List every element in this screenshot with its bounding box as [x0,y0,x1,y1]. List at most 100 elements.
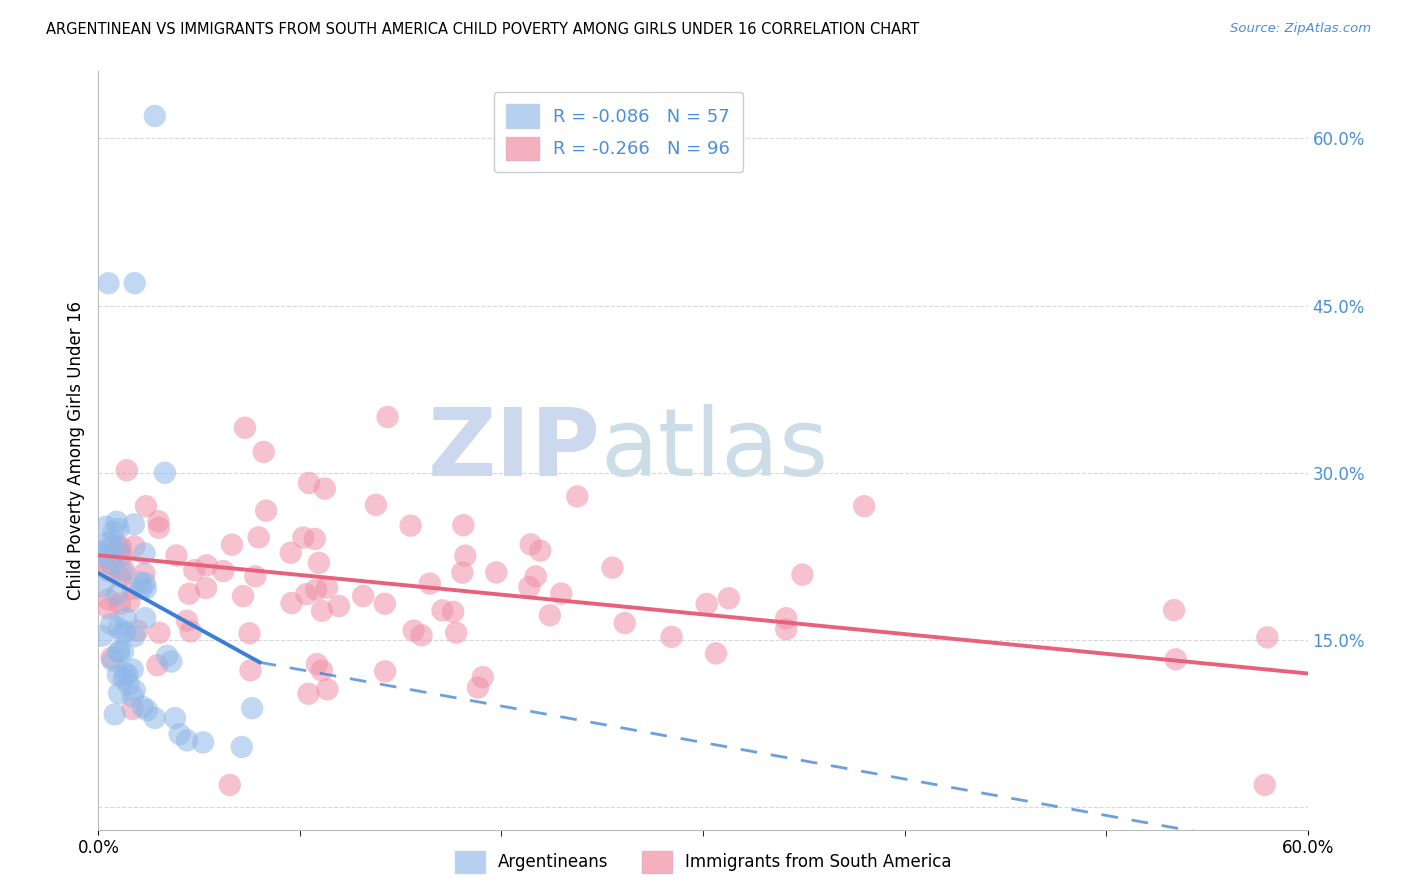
Point [148,625,170,640]
Point [775,622,797,636]
Point [377,410,399,425]
Point [232,589,254,603]
Point [704,646,727,660]
Point [295,587,318,601]
Point [97,535,120,549]
Point [105,515,128,529]
Point [136,703,159,717]
Point [121,690,143,704]
Point [316,682,339,697]
Point [176,733,198,747]
Point [135,500,157,514]
Point [100,617,122,632]
Point [550,586,572,600]
Point [107,522,129,536]
Point [602,560,624,574]
Point [90,629,112,643]
Point [148,521,170,535]
Point [169,727,191,741]
Point [451,566,474,580]
Point [316,581,339,595]
Point [118,594,141,608]
Point [117,667,139,681]
Point [519,580,541,594]
Point [180,624,202,639]
Point [529,543,551,558]
Point [305,657,328,671]
Point [853,500,876,514]
Point [696,597,718,611]
Point [775,611,797,625]
Point [402,624,425,638]
Point [111,549,134,563]
Point [108,686,131,700]
Point [110,540,132,554]
Point [160,655,183,669]
Point [1164,652,1187,666]
Point [121,662,143,676]
Point [112,672,135,686]
Point [485,566,508,580]
Point [419,576,441,591]
Point [567,490,589,504]
Point [519,537,541,551]
Point [115,463,138,477]
Point [107,621,129,635]
Point [148,514,170,528]
Legend: Argentineans, Immigrants from South America: Argentineans, Immigrants from South Amer… [449,845,957,880]
Point [124,540,146,554]
Point [135,582,157,596]
Point [661,630,683,644]
Point [314,482,336,496]
Point [717,591,740,606]
Point [444,625,467,640]
Point [146,658,169,673]
Text: ARGENTINEAN VS IMMIGRANTS FROM SOUTH AMERICA CHILD POVERTY AMONG GIRLS UNDER 16 : ARGENTINEAN VS IMMIGRANTS FROM SOUTH AME… [46,22,920,37]
Point [108,570,131,584]
Point [308,556,330,570]
Point [121,702,143,716]
Point [94,520,117,534]
Point [328,599,350,613]
Point [153,466,176,480]
Point [97,556,120,570]
Point [114,666,136,681]
Point [97,541,120,555]
Point [191,735,214,749]
Point [254,503,277,517]
Point [131,582,153,596]
Text: Source: ZipAtlas.com: Source: ZipAtlas.com [1230,22,1371,36]
Point [101,654,124,668]
Point [538,608,561,623]
Point [524,569,547,583]
Point [118,678,141,692]
Point [101,558,124,572]
Point [127,624,149,638]
Point [108,542,131,557]
Point [247,530,270,544]
Point [143,711,166,725]
Point [221,538,243,552]
Point [163,711,186,725]
Point [94,550,117,565]
Point [311,664,333,678]
Point [97,564,120,578]
Point [122,517,145,532]
Point [238,626,260,640]
Point [233,420,256,434]
Point [297,687,319,701]
Point [108,597,131,611]
Text: atlas: atlas [600,404,828,497]
Point [176,614,198,628]
Point [195,558,218,573]
Point [195,581,218,595]
Point [399,518,422,533]
Point [374,665,396,679]
Point [156,648,179,663]
Point [1254,778,1277,792]
Point [108,645,131,659]
Point [280,546,302,560]
Point [124,277,146,291]
Point [1256,630,1278,644]
Point [411,628,433,642]
